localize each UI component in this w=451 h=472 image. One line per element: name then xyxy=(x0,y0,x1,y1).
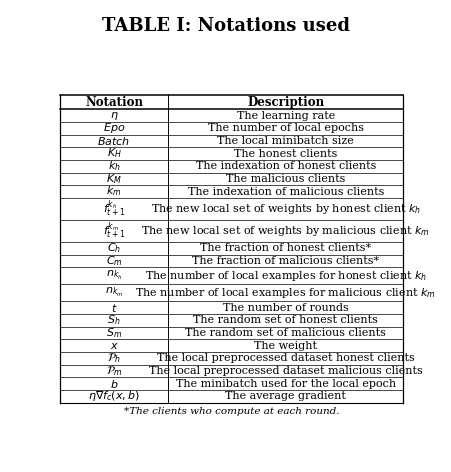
Text: The local preprocessed dataset honest clients: The local preprocessed dataset honest cl… xyxy=(156,354,414,363)
Text: The local minibatch size: The local minibatch size xyxy=(217,136,353,146)
Text: $\mathcal{P}_m$: $\mathcal{P}_m$ xyxy=(106,364,122,378)
Text: The fraction of malicious clients*: The fraction of malicious clients* xyxy=(192,256,378,266)
Text: $\mathcal{P}_h$: $\mathcal{P}_h$ xyxy=(107,352,121,365)
Text: The new local set of weights by malicious client $k_m$: The new local set of weights by maliciou… xyxy=(141,224,429,238)
Text: $K_H$: $K_H$ xyxy=(106,147,121,160)
Text: Description: Description xyxy=(247,95,323,109)
Text: $f^{k_h}_{t+1}$: $f^{k_h}_{t+1}$ xyxy=(102,199,125,219)
Text: The number of local examples for honest client $k_h$: The number of local examples for honest … xyxy=(144,269,426,283)
Text: $t$: $t$ xyxy=(110,302,117,314)
Text: Notation: Notation xyxy=(85,95,143,109)
Text: $S_h$: $S_h$ xyxy=(107,313,120,328)
Text: $S_m$: $S_m$ xyxy=(106,326,122,340)
Text: The random set of malicious clients: The random set of malicious clients xyxy=(185,328,385,338)
Text: $\mathit{Batch}$: $\mathit{Batch}$ xyxy=(97,135,130,147)
Text: The number of local examples for malicious client $k_m$: The number of local examples for malicio… xyxy=(135,286,435,300)
Text: The weight: The weight xyxy=(253,341,317,351)
Text: The indexation of malicious clients: The indexation of malicious clients xyxy=(187,186,383,196)
Text: The fraction of honest clients*: The fraction of honest clients* xyxy=(200,244,370,253)
Text: $K_M$: $K_M$ xyxy=(106,172,122,186)
Text: $C_h$: $C_h$ xyxy=(107,242,121,255)
Text: The minibatch used for the local epoch: The minibatch used for the local epoch xyxy=(175,379,395,388)
Text: The local preprocessed dataset malicious clients: The local preprocessed dataset malicious… xyxy=(148,366,422,376)
Text: $b$: $b$ xyxy=(110,378,118,390)
Text: $\eta \nabla f_c(x, b)$: $\eta \nabla f_c(x, b)$ xyxy=(88,389,140,403)
Text: $C_m$: $C_m$ xyxy=(106,254,122,268)
Text: The learning rate: The learning rate xyxy=(236,110,334,121)
Text: The average gradient: The average gradient xyxy=(225,391,345,401)
Text: The malicious clients: The malicious clients xyxy=(226,174,345,184)
Text: $n_{k_m}$: $n_{k_m}$ xyxy=(105,287,123,300)
Text: $n_{k_h}$: $n_{k_h}$ xyxy=(106,270,122,282)
Text: *The clients who compute at each round.: *The clients who compute at each round. xyxy=(124,407,339,416)
Text: The honest clients: The honest clients xyxy=(234,149,336,159)
Text: The new local set of weights by honest client $k_h$: The new local set of weights by honest c… xyxy=(150,202,420,216)
Text: $\mathit{Epo}$: $\mathit{Epo}$ xyxy=(103,121,125,135)
Text: $k_m$: $k_m$ xyxy=(106,185,121,198)
Text: The number of rounds: The number of rounds xyxy=(222,303,348,313)
Text: The number of local epochs: The number of local epochs xyxy=(207,123,363,133)
Text: The indexation of honest clients: The indexation of honest clients xyxy=(195,161,375,171)
Text: TABLE I: Notations used: TABLE I: Notations used xyxy=(102,17,349,34)
Text: $k_h$: $k_h$ xyxy=(107,160,120,173)
Text: $\eta$: $\eta$ xyxy=(110,110,118,122)
Text: $x$: $x$ xyxy=(109,341,118,351)
Text: $f^{k_m}_{t+1}$: $f^{k_m}_{t+1}$ xyxy=(102,221,125,241)
Text: The random set of honest clients: The random set of honest clients xyxy=(193,315,377,326)
